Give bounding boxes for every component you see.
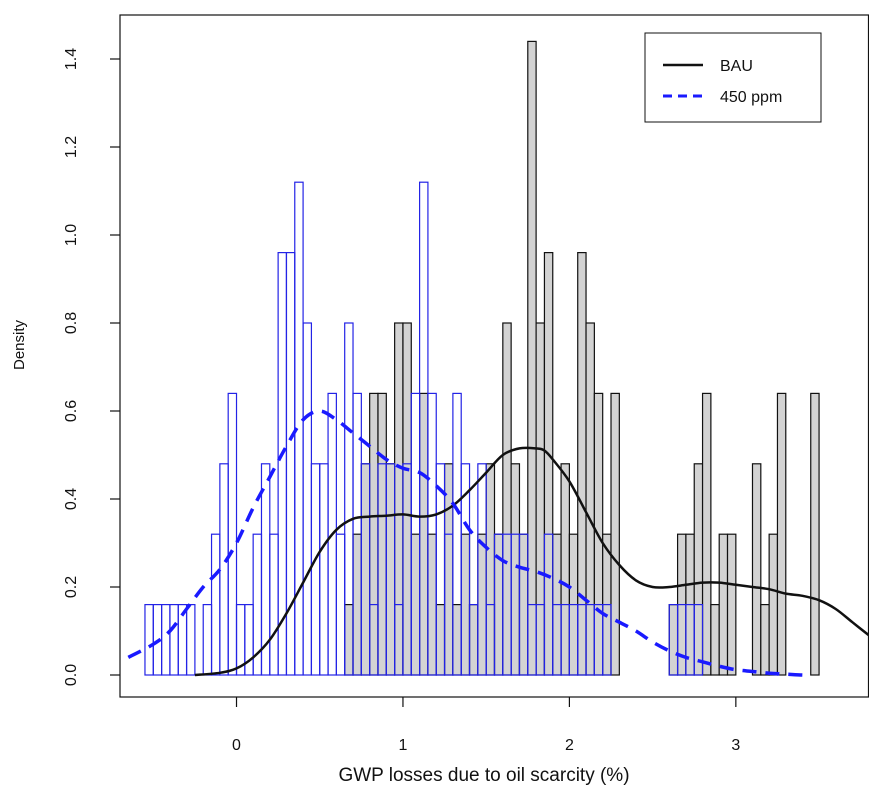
histogram-bar-bau — [377, 392, 387, 676]
histogram-bar-450-ppm — [161, 603, 171, 676]
histogram-bar-bau — [810, 392, 820, 676]
histogram-bar-450-ppm — [269, 533, 279, 676]
histogram-bar-bau — [668, 603, 679, 676]
histogram-bar-bau — [435, 603, 446, 676]
histogram-bar-bau — [477, 533, 487, 676]
histogram-bar-450-ppm — [360, 463, 371, 676]
histogram-bar-450-ppm — [477, 463, 487, 676]
x-tick-label: 1 — [399, 737, 408, 754]
histogram-bar-bau — [693, 463, 704, 676]
histogram-bar-450-ppm — [602, 603, 612, 676]
histogram-bar-450-ppm — [185, 603, 196, 676]
histogram-bar-450-ppm — [277, 252, 288, 676]
y-tick-label: 1.4 — [63, 48, 80, 70]
histogram-bar-bau — [751, 463, 762, 676]
histogram-bar-bau — [485, 463, 496, 676]
x-axis-title: GWP losses due to oil scarcity (%) — [338, 765, 629, 786]
y-tick-label: 0.6 — [63, 400, 80, 422]
x-axis: 0 1 2 3 — [232, 697, 740, 754]
histogram-bar-bau — [427, 533, 437, 676]
histogram-bar-bau — [502, 322, 512, 676]
histogram-bar-bau — [710, 603, 720, 676]
histogram-bar-bau — [543, 252, 554, 676]
histogram-bar-bau — [369, 392, 379, 676]
histogram-bar-bau — [410, 533, 421, 676]
y-tick-label: 0.2 — [63, 576, 80, 598]
histogram-bar-bau — [460, 533, 471, 676]
y-axis: 0.0 0.2 0.4 0.6 0.8 1.0 1.2 1.4 — [63, 48, 120, 686]
histogram-bar-450-ppm — [210, 533, 221, 676]
histogram-bar-450-ppm — [385, 463, 396, 676]
y-tick-label: 1.0 — [63, 224, 80, 246]
histogram-bar-bau — [352, 533, 362, 676]
histogram-bar-bau — [452, 603, 462, 676]
histogram-bar-450-ppm — [310, 463, 321, 676]
y-axis-title: Density — [11, 319, 28, 370]
density-curves — [127, 409, 869, 677]
histogram-bar-450-ppm — [227, 392, 238, 676]
density-curve-bau — [194, 446, 869, 677]
histogram-bars — [144, 40, 820, 676]
legend-450ppm-label: 450 ppm — [720, 89, 782, 106]
histogram-bar-bau — [527, 40, 537, 676]
histogram-bar-bau — [701, 392, 712, 676]
histogram-bar-bau — [360, 463, 371, 676]
histogram-bar-bau — [518, 533, 529, 676]
histogram-bar-bau — [760, 603, 770, 676]
histogram-bar-450-ppm — [144, 603, 154, 676]
y-tick-label: 0.8 — [63, 312, 80, 334]
histogram-bar-bau — [768, 533, 779, 676]
x-tick-label: 2 — [565, 737, 574, 754]
histogram-bar-bau — [718, 533, 729, 676]
histogram-bar-450-ppm — [693, 603, 704, 676]
histogram-bar-450-ppm — [335, 533, 346, 676]
x-tick-label: 0 — [232, 737, 241, 754]
histogram-bar-bau — [577, 252, 587, 676]
y-tick-label: 1.2 — [63, 136, 80, 158]
histogram-bar-bau — [726, 533, 737, 676]
y-tick-label: 0.4 — [63, 488, 80, 510]
x-tick-label: 3 — [731, 737, 740, 754]
histogram-bar-bau — [344, 603, 354, 676]
histogram-bar-450-ppm — [219, 463, 229, 676]
histogram-bar-bau — [402, 322, 412, 676]
histogram-bar-bau — [419, 392, 429, 676]
density-curve-450-ppm — [127, 409, 811, 677]
y-tick-label: 0.0 — [63, 664, 80, 686]
histogram-bar-450-ppm — [202, 603, 213, 676]
histogram-bar-bau — [610, 392, 620, 676]
histogram-bar-450-ppm — [460, 463, 471, 676]
histogram-bar-450-ppm — [169, 603, 179, 676]
histogram-bar-450-ppm — [244, 603, 254, 676]
histogram-bar-bau — [468, 603, 479, 676]
histogram-bar-bau — [776, 392, 787, 676]
legend-bau-label: BAU — [720, 58, 753, 75]
histogram-bar-450-ppm — [319, 463, 329, 676]
histogram-bar-bau — [510, 463, 521, 676]
legend: BAU 450 ppm — [644, 32, 822, 123]
histogram-bar-bau — [385, 463, 396, 676]
legend-box — [644, 32, 822, 123]
histogram-bar-bau — [394, 322, 404, 676]
histogram-bar-bau — [535, 322, 546, 676]
histogram-bar-bau — [560, 463, 570, 676]
histogram-bar-bau — [585, 322, 595, 676]
histogram-bar-450-ppm — [302, 322, 313, 676]
